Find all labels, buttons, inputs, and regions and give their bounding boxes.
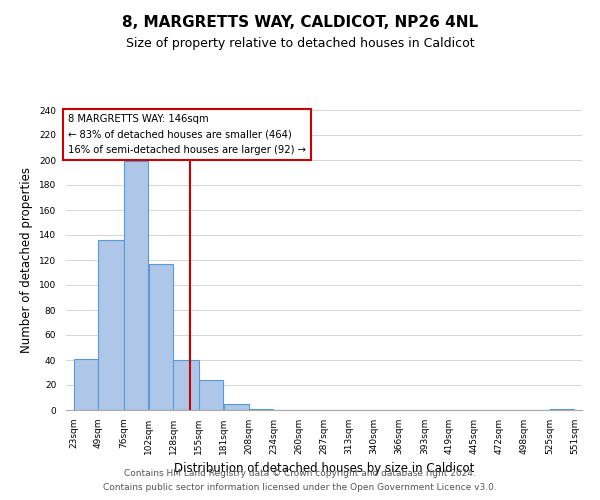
Bar [199, 380, 223, 410]
Bar [74, 359, 98, 410]
Text: Contains public sector information licensed under the Open Government Licence v3: Contains public sector information licen… [103, 484, 497, 492]
Bar [224, 404, 249, 410]
Text: Size of property relative to detached houses in Caldicot: Size of property relative to detached ho… [125, 38, 475, 51]
Bar [149, 264, 173, 410]
Text: 8 MARGRETTS WAY: 146sqm
← 83% of detached houses are smaller (464)
16% of semi-d: 8 MARGRETTS WAY: 146sqm ← 83% of detache… [68, 114, 306, 155]
Bar [98, 240, 124, 410]
Bar [550, 409, 574, 410]
Bar [173, 360, 199, 410]
Text: Contains HM Land Registry data © Crown copyright and database right 2024.: Contains HM Land Registry data © Crown c… [124, 468, 476, 477]
Y-axis label: Number of detached properties: Number of detached properties [20, 167, 34, 353]
Text: 8, MARGRETTS WAY, CALDICOT, NP26 4NL: 8, MARGRETTS WAY, CALDICOT, NP26 4NL [122, 15, 478, 30]
X-axis label: Distribution of detached houses by size in Caldicot: Distribution of detached houses by size … [174, 462, 474, 475]
Bar [250, 409, 274, 410]
Bar [124, 161, 148, 410]
